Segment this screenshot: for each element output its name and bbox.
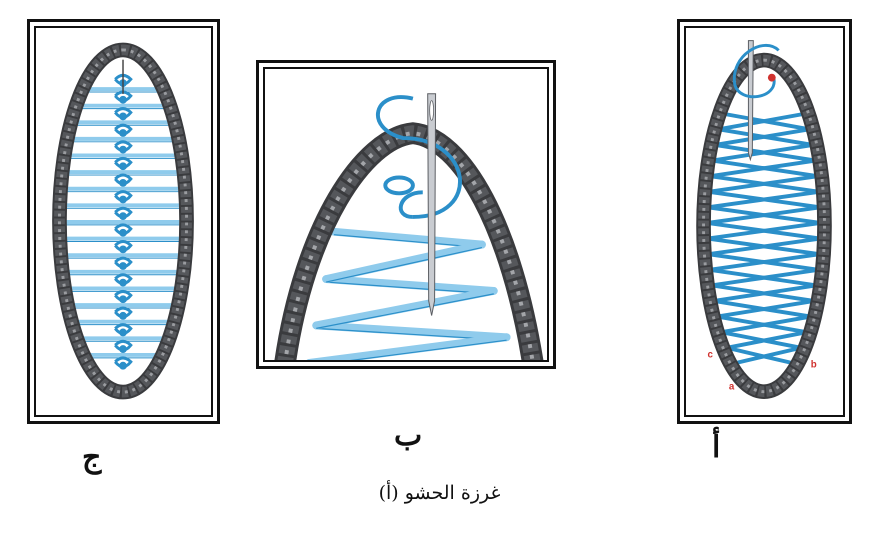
start-marker-icon	[767, 73, 776, 82]
chain-border-icon	[696, 52, 832, 399]
figure-label-jeem: ج	[82, 440, 102, 475]
crossed-threads	[306, 227, 511, 360]
thread-rungs	[63, 87, 183, 359]
figure-panel-jeem	[27, 19, 220, 424]
figure-panel-baa	[256, 60, 556, 369]
figure-label-baa: ب	[394, 418, 423, 453]
stitch-letter-c: c	[707, 350, 713, 361]
chain-border-icon	[52, 42, 194, 400]
figure-caption: غرزة الحشو (أ)	[378, 482, 501, 504]
figure-frame-jeem	[34, 26, 213, 417]
stitch-letter-a: a	[729, 382, 735, 393]
figure-panel-alif: c b a	[677, 19, 852, 424]
thread-loop-icon	[732, 44, 780, 99]
chain-border-icon	[274, 122, 544, 360]
stitch-illustration-baa	[274, 93, 544, 360]
zigzag-threads	[705, 111, 823, 366]
needle-icon	[427, 93, 437, 316]
stitch-illustration-alif: c b a	[696, 40, 832, 399]
thread-loop-icon	[376, 95, 462, 219]
stitch-illustration-jeem	[52, 42, 194, 400]
figure-frame-baa	[263, 67, 549, 362]
figure-label-alif: أ	[712, 430, 721, 465]
needle-icon	[747, 40, 754, 162]
stitch-letter-b: b	[811, 359, 817, 370]
central-knots	[114, 73, 133, 370]
figure-frame-alif: c b a	[684, 26, 845, 417]
